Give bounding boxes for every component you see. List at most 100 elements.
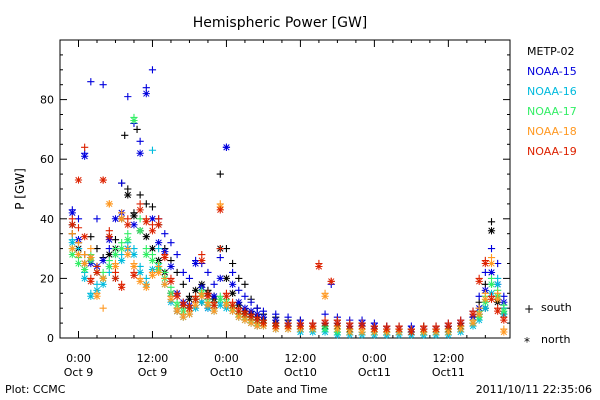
north-point [216, 295, 224, 303]
north-point [469, 319, 477, 327]
north-point [315, 262, 323, 271]
north-point [68, 239, 76, 247]
north-point [487, 227, 496, 235]
north-point [81, 265, 89, 274]
north-point [81, 152, 89, 160]
north-point [124, 191, 132, 199]
south-point [475, 292, 483, 300]
north-point [68, 245, 76, 253]
north-point [87, 277, 95, 285]
north-point [148, 245, 157, 253]
south-point [93, 215, 101, 223]
south-point [87, 245, 95, 253]
north-point [179, 301, 187, 309]
north-point [130, 221, 138, 229]
north-point [469, 310, 477, 318]
north-point [198, 256, 206, 265]
north-point [155, 268, 163, 277]
north-point [253, 316, 261, 324]
legend-entry: NOAA-19 [527, 145, 577, 158]
south-point [487, 245, 496, 253]
y-tick-label: 0 [47, 332, 54, 345]
north-point [457, 325, 465, 333]
north-point [136, 277, 144, 285]
south-point [121, 131, 129, 139]
south-point [136, 137, 144, 145]
x-tick-label-time: 12:00 [137, 352, 169, 365]
north-point [130, 212, 138, 220]
y-axis-label: P [GW] [13, 168, 27, 210]
x-tick-label-date: Oct10 [284, 366, 317, 379]
north-point [198, 292, 206, 300]
south-point [136, 215, 144, 223]
x-tick-label-time: 0:00 [362, 352, 387, 365]
north-point [87, 253, 95, 262]
north-point [192, 295, 200, 303]
south-point [74, 239, 83, 247]
north-point [155, 239, 163, 247]
north-point [259, 319, 268, 327]
north-point [487, 259, 496, 268]
north-point [487, 280, 496, 288]
south-point [136, 191, 144, 199]
north-point [161, 280, 169, 288]
south-point [148, 66, 157, 74]
north-point [185, 304, 194, 312]
legend-entry: NOAA-16 [527, 85, 577, 98]
north-point [457, 319, 465, 327]
north-point [420, 325, 428, 333]
north-point [87, 292, 95, 300]
south-symbol: + [524, 302, 534, 316]
north-point [148, 215, 157, 223]
y-tick-label: 40 [40, 213, 54, 226]
north-point [229, 280, 237, 288]
north-point [229, 301, 237, 309]
north-point [68, 221, 76, 229]
north-point [185, 295, 194, 303]
x-axis-label: Date and Time [247, 383, 328, 396]
north-point [210, 301, 218, 309]
north-point [74, 259, 83, 268]
north-point [229, 307, 237, 315]
north-point [229, 289, 237, 297]
north-point [210, 292, 218, 300]
north-point [321, 325, 329, 333]
south-point [185, 274, 194, 282]
north-point [179, 313, 187, 321]
north-point [167, 295, 175, 303]
south-point [93, 245, 101, 253]
x-tick-label-time: 0:00 [214, 352, 239, 365]
north-point [216, 274, 224, 282]
north-point [216, 301, 224, 309]
north-point [124, 236, 132, 244]
north-point [494, 307, 502, 315]
north-point [475, 277, 483, 285]
series-noaa-15 [68, 66, 508, 333]
north-point [192, 286, 200, 294]
legend-entry: NOAA-17 [527, 105, 577, 118]
north-point [321, 319, 329, 327]
north-point [130, 250, 138, 259]
north-point [118, 215, 126, 223]
south-point [87, 233, 95, 241]
north-point [494, 280, 502, 288]
south-point [81, 143, 89, 151]
north-point [481, 304, 489, 312]
x-tick-label-date: Oct 9 [138, 366, 168, 379]
south-point [481, 268, 489, 277]
south-point [167, 239, 175, 247]
y-tick-label: 60 [40, 153, 54, 166]
north-point [222, 143, 231, 151]
north-point [321, 292, 329, 300]
south-point [87, 78, 95, 86]
north-point [494, 295, 502, 303]
south-point [229, 268, 237, 277]
north-point [370, 325, 378, 333]
north-point [142, 283, 150, 291]
legend-entry: METP-02 [527, 45, 575, 58]
north-point [81, 274, 89, 282]
north-point [185, 310, 194, 318]
north-point [111, 215, 120, 223]
north-point [204, 301, 212, 309]
south-point [241, 280, 249, 288]
